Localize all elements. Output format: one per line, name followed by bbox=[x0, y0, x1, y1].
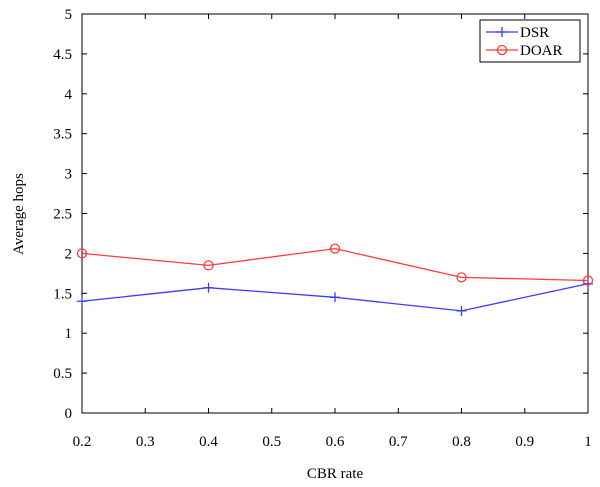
legend: DSR DOAR bbox=[479, 19, 581, 63]
x-tick-label: 0.8 bbox=[452, 434, 471, 450]
y-tick-label: 2.5 bbox=[53, 207, 72, 223]
series-layer bbox=[76, 243, 594, 316]
legend-doar-marker bbox=[496, 44, 508, 56]
x-tick-label: 0.4 bbox=[199, 434, 218, 450]
legend-doar-label: DOAR bbox=[520, 43, 563, 59]
series-doar bbox=[76, 243, 594, 286]
data-point-doar bbox=[76, 248, 88, 259]
data-point-doar bbox=[203, 260, 214, 271]
y-tick-label: 1.5 bbox=[53, 286, 72, 302]
data-point-doar bbox=[456, 272, 467, 283]
y-axis: 0 0.5 1 1.5 2 2.5 3 3.5 4 4.5 5 bbox=[53, 7, 588, 422]
y-tick-label: 5 bbox=[65, 7, 73, 23]
y-tick-label: 4 bbox=[65, 87, 73, 103]
legend-dsr-label: DSR bbox=[520, 25, 549, 41]
legend-entry-doar: DOAR bbox=[486, 43, 563, 59]
x-tick-label: 1 bbox=[584, 434, 592, 450]
data-point-dsr bbox=[330, 292, 340, 303]
y-tick-label: 0 bbox=[65, 406, 73, 422]
data-point-doar bbox=[582, 275, 594, 286]
y-axis-label: Average hops bbox=[11, 173, 27, 255]
x-tick-label: 0.2 bbox=[73, 434, 92, 450]
data-point-doar bbox=[329, 243, 341, 254]
y-tick-label: 4.5 bbox=[53, 47, 72, 63]
plot-area bbox=[81, 13, 589, 414]
data-point-dsr bbox=[203, 282, 214, 293]
x-tick-label: 0.7 bbox=[389, 434, 408, 450]
y-tick-label: 3 bbox=[65, 167, 73, 183]
data-point-dsr bbox=[456, 305, 467, 316]
x-tick-label: 0.3 bbox=[136, 434, 155, 450]
data-point-dsr bbox=[77, 296, 87, 307]
legend-entry-dsr: DSR bbox=[486, 25, 549, 41]
legend-box bbox=[479, 19, 581, 63]
x-tick-label: 0.5 bbox=[262, 434, 281, 450]
series-line-doar bbox=[81, 247, 589, 282]
legend-dsr-marker bbox=[497, 27, 507, 37]
y-tick-label: 2 bbox=[65, 246, 73, 262]
x-tick-label: 0.9 bbox=[515, 434, 534, 450]
x-tick-label: 0.6 bbox=[326, 434, 345, 450]
series-dsr bbox=[77, 278, 593, 316]
x-axis-label: CBR rate bbox=[307, 466, 364, 482]
y-tick-label: 1 bbox=[65, 326, 73, 342]
x-axis: 0.2 0.3 0.4 0.5 0.6 0.7 0.8 0.9 1 bbox=[73, 14, 592, 450]
y-tick-label: 3.5 bbox=[53, 127, 72, 143]
y-tick-label: 0.5 bbox=[53, 366, 72, 382]
